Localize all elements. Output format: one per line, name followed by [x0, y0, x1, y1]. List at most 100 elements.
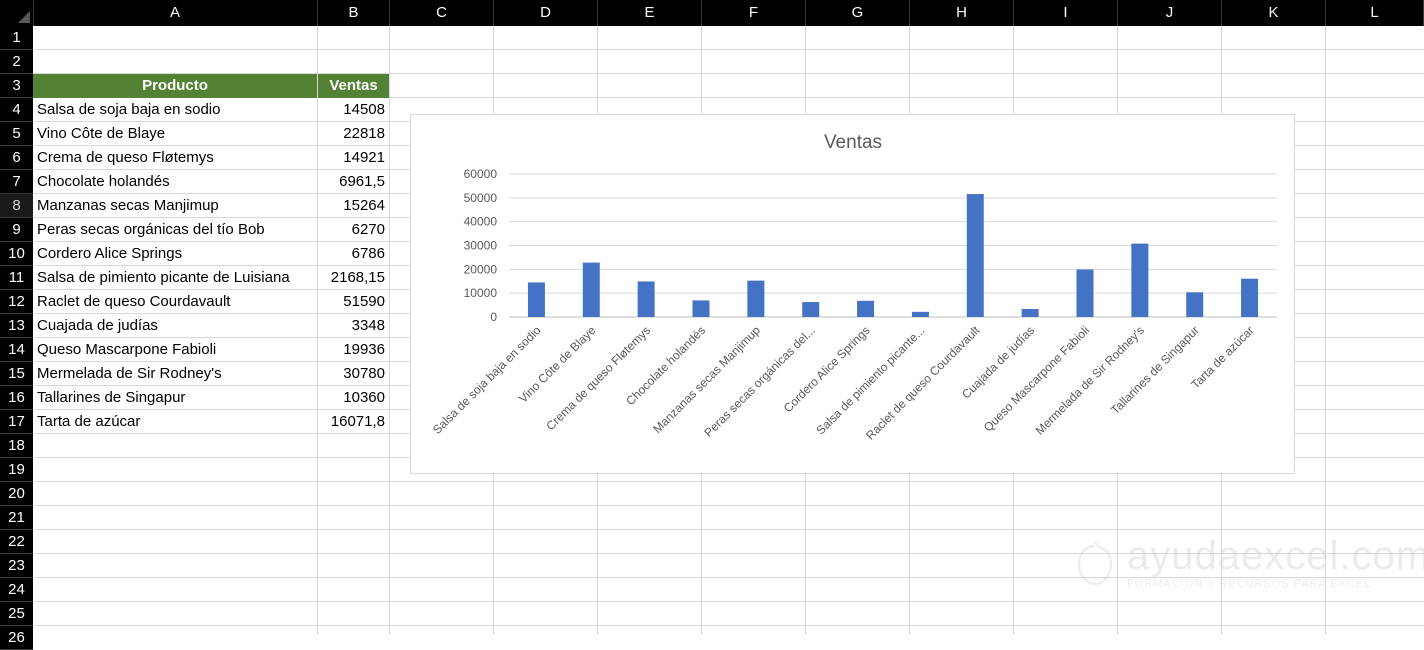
cell-producto[interactable]: Cuajada de judías [37, 317, 158, 334]
row-header-13[interactable]: 13 [0, 314, 33, 338]
row-header-14[interactable]: 14 [0, 338, 33, 362]
bar [747, 280, 765, 317]
cell-producto[interactable]: Crema de queso Fløtemys [37, 149, 214, 166]
column-header-C[interactable]: C [390, 0, 494, 26]
bar [857, 300, 875, 317]
column-header-J[interactable]: J [1118, 0, 1222, 26]
row-header-5[interactable]: 5 [0, 122, 33, 146]
cell-producto[interactable]: Tallarines de Singapur [37, 389, 186, 406]
row-header-11[interactable]: 11 [0, 266, 33, 290]
sales-chart[interactable]: Ventas 0 10000 20000 30000 40000 50000 60000 Sal… [410, 114, 1295, 474]
row-header-21[interactable]: 21 [0, 506, 33, 530]
y-tick-label: 0 [490, 310, 497, 324]
cell-producto[interactable]: Cordero Alice Springs [37, 245, 183, 262]
row-header-16[interactable]: 16 [0, 386, 33, 410]
header-producto[interactable]: Producto [33, 74, 317, 98]
row-header-4[interactable]: 4 [0, 98, 33, 122]
row-header-7[interactable]: 7 [0, 170, 33, 194]
bar [582, 262, 600, 317]
row-header-17[interactable]: 17 [0, 410, 33, 434]
bar [1076, 269, 1094, 317]
cell-producto[interactable]: Manzanas secas Manjimup [37, 197, 219, 214]
bar [966, 194, 984, 317]
cell-ventas[interactable]: 22818 [343, 125, 385, 142]
cell-ventas[interactable]: 14508 [343, 101, 385, 118]
cell-ventas[interactable]: 14921 [343, 149, 385, 166]
cell-ventas[interactable]: 15264 [343, 197, 385, 214]
cell-ventas[interactable]: 6270 [351, 221, 385, 238]
x-tick-label: Crema de queso Fløtemys [543, 323, 653, 433]
row-header-6[interactable]: 6 [0, 146, 33, 170]
header-ventas[interactable]: Ventas [318, 74, 389, 98]
cell-ventas[interactable]: 6786 [351, 245, 385, 262]
cell-producto[interactable]: Mermelada de Sir Rodney's [37, 365, 222, 382]
row-gridline [33, 73, 1424, 74]
bar [637, 281, 655, 317]
cell-ventas[interactable]: 2168,15 [330, 269, 385, 286]
cell-ventas[interactable]: 16071,8 [330, 413, 385, 430]
bar [911, 311, 929, 317]
cell-ventas[interactable]: 6961,5 [339, 173, 385, 190]
bar [1186, 292, 1204, 317]
row-header-19[interactable]: 19 [0, 458, 33, 482]
row-header-26[interactable]: 26 [0, 626, 33, 650]
x-tick-label: Raclet de queso Courdavault [863, 323, 983, 443]
column-header-E[interactable]: E [598, 0, 702, 26]
cell-producto[interactable]: Chocolate holandés [37, 173, 170, 190]
x-tick-label: Salsa de pimiento picante... [813, 323, 927, 437]
column-gridline [389, 26, 390, 635]
bar [1241, 278, 1259, 317]
cell-producto[interactable]: Peras secas orgánicas del tío Bob [37, 221, 265, 238]
row-header-9[interactable]: 9 [0, 218, 33, 242]
cell-producto[interactable]: Tarta de azúcar [37, 413, 141, 430]
chart-svg: Ventas 0 10000 20000 30000 40000 50000 60000 Sal… [430, 132, 1277, 443]
cell-ventas[interactable]: 30780 [343, 365, 385, 382]
cell-ventas[interactable]: 10360 [343, 389, 385, 406]
column-header-A[interactable]: A [33, 0, 318, 26]
column-header-B[interactable]: B [318, 0, 390, 26]
select-all-triangle-icon [18, 11, 30, 23]
cell-producto[interactable]: Raclet de queso Courdavault [37, 293, 231, 310]
column-header-G[interactable]: G [806, 0, 910, 26]
column-header-I[interactable]: I [1014, 0, 1118, 26]
row-header-1[interactable]: 1 [0, 26, 33, 50]
row-header-2[interactable]: 2 [0, 50, 33, 74]
cell-ventas[interactable]: 3348 [351, 317, 385, 334]
y-tick-label: 50000 [464, 191, 498, 205]
row-header-20[interactable]: 20 [0, 482, 33, 506]
cell-ventas[interactable]: 51590 [343, 293, 385, 310]
column-header-L[interactable]: L [1326, 0, 1424, 26]
column-header-F[interactable]: F [702, 0, 806, 26]
row-header-25[interactable]: 25 [0, 602, 33, 626]
row-gridline [33, 553, 1424, 554]
row-header-12[interactable]: 12 [0, 290, 33, 314]
bar [802, 302, 820, 317]
row-header-15[interactable]: 15 [0, 362, 33, 386]
row-gridline [33, 529, 1424, 530]
cell-producto[interactable]: Queso Mascarpone Fabioli [37, 341, 217, 358]
bar [1131, 243, 1149, 317]
bar [527, 282, 545, 317]
cell-producto[interactable]: Vino Côte de Blaye [37, 125, 166, 142]
cell-producto[interactable]: Salsa de soja baja en sodio [37, 101, 221, 118]
x-tick-label: Manzanas secas Manjimup [650, 323, 763, 436]
row-header-3[interactable]: 3 [0, 74, 33, 98]
column-gridline [1325, 26, 1326, 635]
row-header-10[interactable]: 10 [0, 242, 33, 266]
row-header-8[interactable]: 8 [0, 194, 33, 218]
y-tick-label: 60000 [464, 167, 498, 181]
cell-ventas[interactable]: 19936 [343, 341, 385, 358]
column-header-D[interactable]: D [494, 0, 598, 26]
row-header-18[interactable]: 18 [0, 434, 33, 458]
x-tick-label: Peras secas orgánicas del... [701, 323, 817, 439]
select-all-corner[interactable] [0, 0, 34, 26]
row-gridline [33, 625, 1424, 626]
row-gridline [33, 49, 1424, 50]
cell-producto[interactable]: Salsa de pimiento picante de Luisiana [37, 269, 290, 286]
row-header-24[interactable]: 24 [0, 578, 33, 602]
column-header-H[interactable]: H [910, 0, 1014, 26]
column-header-K[interactable]: K [1222, 0, 1326, 26]
row-header-22[interactable]: 22 [0, 530, 33, 554]
y-tick-label: 40000 [464, 215, 498, 229]
row-header-23[interactable]: 23 [0, 554, 33, 578]
